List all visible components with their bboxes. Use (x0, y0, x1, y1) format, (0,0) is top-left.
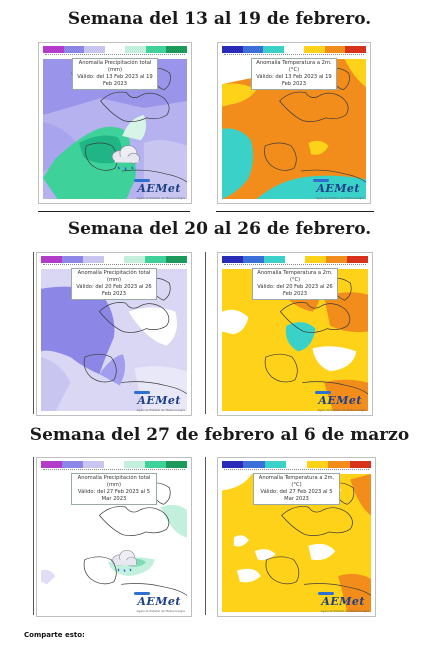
aemet-logo: AEMet (134, 391, 181, 407)
week-2-temp-map: Anomalía Temperatura a 2m. (°C) Válido: … (217, 252, 373, 416)
precip-map-header: Anomalía Precipitación total (mm) Válido… (72, 58, 158, 90)
temp-legend (222, 256, 369, 263)
week-3-title: Semana del 27 de febrero al 6 de marzo (29, 425, 410, 445)
temp-map-header: Anomalía Temperatura a 2m. (°C) Válido: … (252, 473, 341, 505)
week-1-precip-map: Anomalía Precipitación total (mm) Válido… (38, 42, 192, 204)
temp-legend (222, 46, 367, 53)
precip-map-header: Anomalía Precipitación total (mm) Válido… (70, 268, 158, 300)
precip-legend (43, 46, 188, 53)
temp-map-header: Anomalía Temperatura a 2m. (°C) Válido: … (251, 58, 337, 90)
aemet-logo: AEMet (134, 179, 181, 195)
week-1-title: Semana del 13 al 19 de febrero. (67, 9, 372, 29)
week-3-temp-map: Anomalía Temperatura a 2m. (°C) Válido: … (217, 457, 376, 617)
rain-cloud-icon (109, 548, 139, 578)
temp-map-header: Anomalía Temperatura a 2m. (°C) Válido: … (251, 268, 339, 300)
week-1-temp-map: Anomalía Temperatura a 2m. (°C) Válido: … (217, 42, 371, 204)
rain-cloud-icon (108, 143, 142, 177)
divider (216, 211, 374, 212)
week-2-title: Semana del 20 al 26 de febrero. (67, 219, 372, 239)
divider (38, 211, 190, 212)
divider (205, 457, 206, 615)
aemet-logo: AEMet (134, 592, 181, 608)
divider (33, 457, 34, 615)
precip-legend (41, 256, 188, 263)
divider (33, 252, 34, 414)
share-label: Comparte esto: (24, 631, 85, 639)
temp-legend (222, 461, 371, 468)
week-2-precip-map: Anomalía Precipitación total (mm) Válido… (36, 252, 192, 416)
aemet-logo: AEMet (318, 592, 365, 608)
divider (205, 252, 206, 414)
precip-map-header: Anomalía Precipitación total (mm) Válido… (70, 473, 158, 505)
precip-legend (41, 461, 188, 468)
aemet-logo: AEMet (315, 391, 362, 407)
aemet-logo: AEMet (313, 179, 360, 195)
week-3-precip-map: Anomalía Precipitación total (mm) Válido… (36, 457, 192, 617)
